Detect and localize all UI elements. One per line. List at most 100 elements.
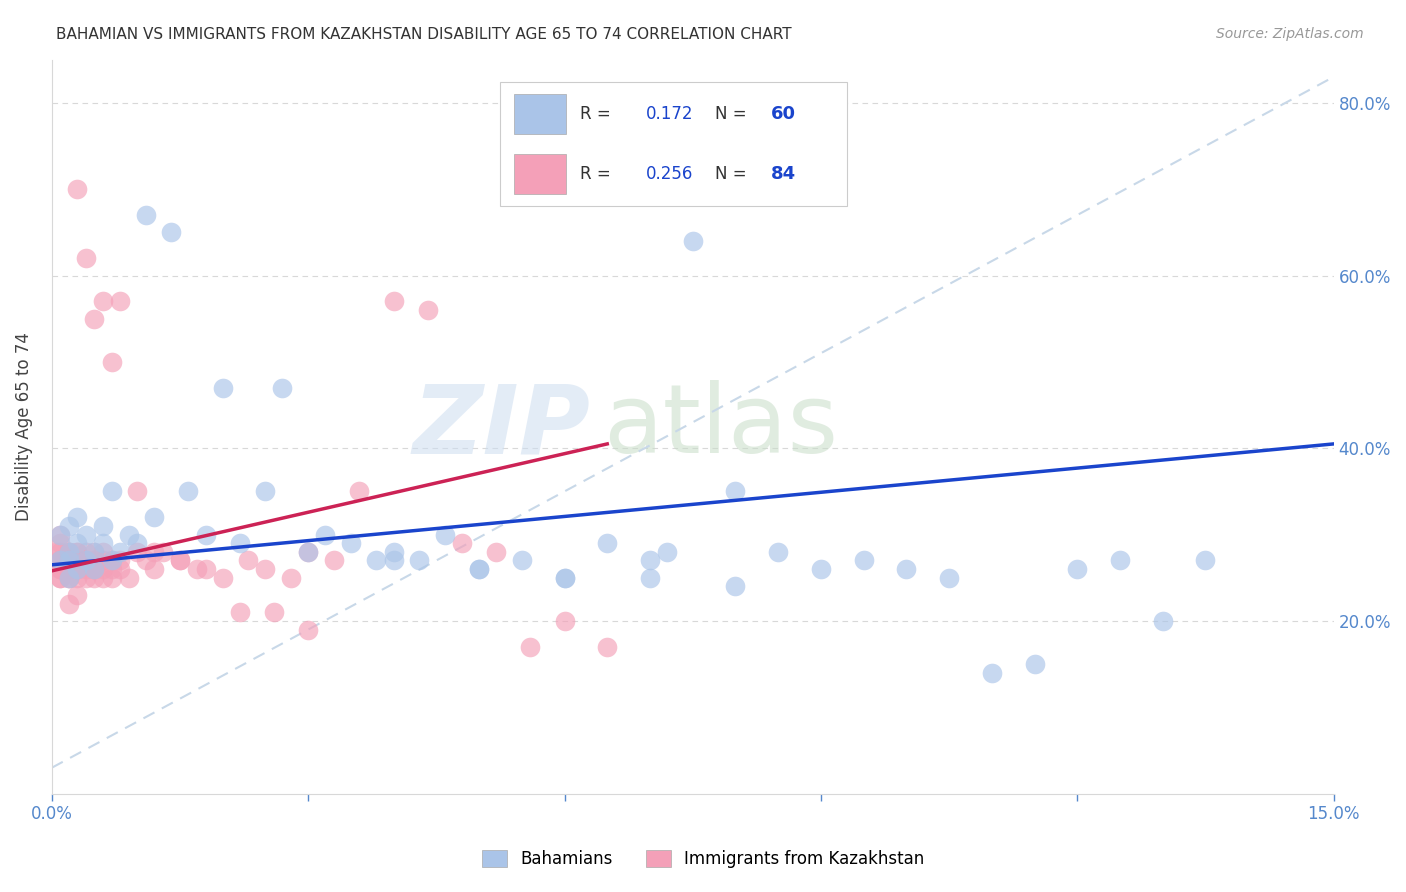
Point bbox=[169, 553, 191, 567]
Point bbox=[280, 571, 302, 585]
Point bbox=[519, 640, 541, 654]
Point bbox=[108, 562, 131, 576]
Point bbox=[596, 640, 619, 654]
Point bbox=[83, 571, 105, 585]
Point bbox=[553, 614, 575, 628]
Point bbox=[186, 562, 208, 576]
Point bbox=[58, 562, 80, 576]
Point bbox=[66, 562, 89, 576]
Point bbox=[49, 571, 72, 585]
Point bbox=[322, 553, 344, 567]
Point bbox=[127, 545, 149, 559]
Point bbox=[58, 571, 80, 585]
Point bbox=[1024, 657, 1046, 672]
Point bbox=[468, 562, 491, 576]
Point bbox=[211, 381, 233, 395]
Point bbox=[49, 536, 72, 550]
Point bbox=[1194, 553, 1216, 567]
Point bbox=[58, 597, 80, 611]
Point bbox=[58, 545, 80, 559]
Point bbox=[340, 536, 363, 550]
Point bbox=[83, 562, 105, 576]
Point bbox=[382, 294, 405, 309]
Point bbox=[938, 571, 960, 585]
Point bbox=[75, 553, 97, 567]
Point bbox=[127, 484, 149, 499]
Point bbox=[66, 510, 89, 524]
Point bbox=[83, 311, 105, 326]
Point bbox=[229, 605, 252, 619]
Point bbox=[58, 553, 80, 567]
Point bbox=[91, 553, 114, 567]
Point bbox=[638, 571, 661, 585]
Point bbox=[49, 571, 72, 585]
Point bbox=[100, 562, 122, 576]
Point bbox=[596, 536, 619, 550]
Point bbox=[108, 553, 131, 567]
Point bbox=[682, 234, 704, 248]
Point bbox=[75, 553, 97, 567]
Point bbox=[510, 553, 533, 567]
Point bbox=[91, 562, 114, 576]
Point bbox=[75, 527, 97, 541]
Point bbox=[553, 571, 575, 585]
Point bbox=[49, 527, 72, 541]
Text: atlas: atlas bbox=[603, 380, 838, 473]
Point bbox=[108, 294, 131, 309]
Point bbox=[160, 225, 183, 239]
Y-axis label: Disability Age 65 to 74: Disability Age 65 to 74 bbox=[15, 332, 32, 521]
Point bbox=[194, 562, 217, 576]
Point bbox=[271, 381, 294, 395]
Point bbox=[75, 545, 97, 559]
Point bbox=[66, 553, 89, 567]
Point bbox=[83, 545, 105, 559]
Point bbox=[91, 571, 114, 585]
Point bbox=[143, 545, 166, 559]
Point bbox=[83, 562, 105, 576]
Point bbox=[118, 527, 141, 541]
Point bbox=[75, 571, 97, 585]
Text: Source: ZipAtlas.com: Source: ZipAtlas.com bbox=[1216, 27, 1364, 41]
Point bbox=[66, 553, 89, 567]
Point bbox=[1109, 553, 1132, 567]
Point bbox=[66, 545, 89, 559]
Point bbox=[45, 545, 67, 559]
Legend: Bahamians, Immigrants from Kazakhstan: Bahamians, Immigrants from Kazakhstan bbox=[475, 843, 931, 875]
Point bbox=[143, 510, 166, 524]
Point bbox=[100, 355, 122, 369]
Point bbox=[152, 545, 174, 559]
Point bbox=[177, 484, 200, 499]
Point bbox=[66, 588, 89, 602]
Point bbox=[49, 545, 72, 559]
Point bbox=[211, 571, 233, 585]
Text: BAHAMIAN VS IMMIGRANTS FROM KAZAKHSTAN DISABILITY AGE 65 TO 74 CORRELATION CHART: BAHAMIAN VS IMMIGRANTS FROM KAZAKHSTAN D… bbox=[56, 27, 792, 42]
Point bbox=[382, 553, 405, 567]
Point bbox=[75, 251, 97, 265]
Point bbox=[766, 545, 789, 559]
Point bbox=[143, 562, 166, 576]
Point bbox=[49, 553, 72, 567]
Point bbox=[58, 553, 80, 567]
Point bbox=[194, 527, 217, 541]
Point bbox=[91, 294, 114, 309]
Point bbox=[297, 545, 319, 559]
Point bbox=[91, 536, 114, 550]
Point bbox=[1152, 614, 1174, 628]
Point bbox=[724, 579, 747, 593]
Point bbox=[108, 545, 131, 559]
Point bbox=[254, 484, 277, 499]
Point bbox=[91, 545, 114, 559]
Point bbox=[58, 571, 80, 585]
Point bbox=[75, 562, 97, 576]
Point bbox=[297, 545, 319, 559]
Point bbox=[553, 571, 575, 585]
Point bbox=[66, 562, 89, 576]
Point bbox=[100, 553, 122, 567]
Point bbox=[485, 545, 508, 559]
Point bbox=[49, 527, 72, 541]
Point bbox=[58, 545, 80, 559]
Point bbox=[135, 553, 157, 567]
Point bbox=[100, 484, 122, 499]
Point bbox=[127, 536, 149, 550]
Point bbox=[852, 553, 875, 567]
